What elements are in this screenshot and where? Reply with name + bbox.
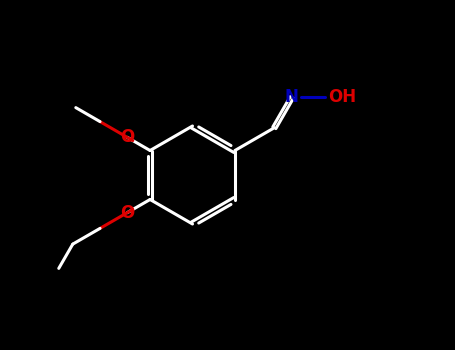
Text: N: N: [285, 89, 299, 106]
Text: O: O: [120, 128, 135, 146]
Text: O: O: [120, 204, 135, 222]
Text: OH: OH: [329, 89, 357, 106]
